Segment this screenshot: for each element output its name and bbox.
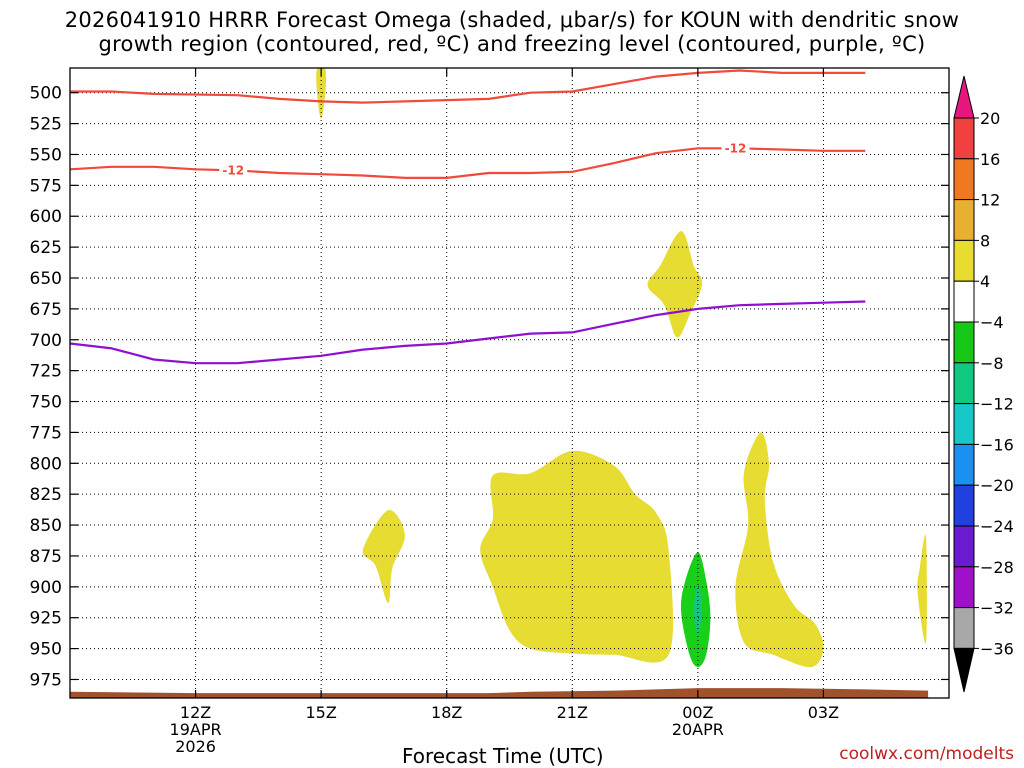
colorbar-label: −20 bbox=[980, 476, 1014, 495]
y-tick-label: 550 bbox=[30, 145, 62, 165]
terrain-fill bbox=[70, 688, 929, 698]
colorbar-segment bbox=[953, 525, 975, 568]
grid-layer bbox=[70, 68, 949, 698]
colorbar-segment bbox=[953, 403, 975, 445]
y-tick-label: 950 bbox=[30, 640, 62, 660]
x-tick-label: 21Z bbox=[557, 703, 588, 722]
colorbar-label: −32 bbox=[980, 599, 1014, 618]
x-tick-year: 2026 bbox=[175, 737, 216, 756]
y-tick-label: 775 bbox=[30, 423, 62, 443]
y-tick-label: 825 bbox=[30, 485, 62, 505]
terrain-layer bbox=[70, 688, 929, 698]
colorbar-segment bbox=[953, 117, 975, 160]
x-axis-label: Forecast Time (UTC) bbox=[402, 744, 604, 768]
colorbar-label: 12 bbox=[980, 191, 1000, 210]
y-tick-label: 875 bbox=[30, 547, 62, 567]
contour-label-bg bbox=[721, 140, 750, 156]
y-tick-label: 800 bbox=[30, 454, 62, 474]
colorbar-segment bbox=[953, 239, 975, 282]
y-tick-label: 975 bbox=[30, 670, 62, 690]
colorbar-segment bbox=[953, 280, 975, 323]
colorbar-label: −4 bbox=[980, 313, 1004, 332]
colorbar-label: −28 bbox=[980, 558, 1014, 577]
x-tick-label: 03Z bbox=[808, 703, 839, 722]
x-tick-label: 12Z bbox=[180, 703, 211, 722]
omega-region bbox=[735, 432, 824, 668]
contour-line bbox=[70, 69, 866, 104]
colorbar-segment bbox=[953, 199, 975, 241]
x-tick-date: 20APR bbox=[672, 720, 724, 739]
y-tick-label: 500 bbox=[30, 84, 62, 104]
plot-frame bbox=[69, 67, 950, 699]
colorbar-label: 8 bbox=[980, 231, 990, 250]
y-tick-label: 525 bbox=[30, 115, 62, 135]
colorbar-label: 20 bbox=[980, 109, 1000, 128]
colorbar-segment bbox=[953, 607, 975, 649]
colorbar: 20 16 12 8 4 −4 −8 −12 −16 −20 −24 −28 −32 −36 bbox=[953, 75, 1014, 693]
x-tick-label: 18Z bbox=[431, 703, 462, 722]
colorbar-label: −36 bbox=[980, 639, 1014, 658]
y-tick-label: 850 bbox=[30, 516, 62, 536]
contour-label: -12 bbox=[721, 140, 750, 156]
contour-label-bg bbox=[219, 162, 248, 178]
colorbar-segment bbox=[953, 158, 975, 201]
colorbar-segment bbox=[953, 321, 975, 364]
colorbar-label: −8 bbox=[980, 354, 1004, 373]
x-tick-label: 00Z bbox=[682, 703, 713, 722]
y-tick-label: 650 bbox=[30, 269, 62, 289]
y-tick-label: 700 bbox=[30, 331, 62, 351]
y-tick-label: 675 bbox=[30, 300, 62, 320]
contour-layer: -12 -12 bbox=[70, 69, 866, 365]
x-tick-date: 19APR bbox=[170, 720, 222, 739]
colorbar-segment bbox=[953, 362, 975, 405]
x-tick-label: 15Z bbox=[305, 703, 336, 722]
colorbar-segment bbox=[953, 484, 975, 527]
contour-label-text: -12 bbox=[222, 164, 244, 178]
colorbar-bottom-arrow bbox=[953, 647, 975, 693]
colorbar-label: −16 bbox=[980, 435, 1014, 454]
credit-link[interactable]: coolwx.com/modelts bbox=[839, 744, 1014, 764]
contour-label: -12 bbox=[219, 162, 248, 178]
colorbar-label: −24 bbox=[980, 517, 1014, 536]
omega-region bbox=[917, 534, 927, 644]
omega-region bbox=[693, 584, 702, 637]
y-tick-label: 725 bbox=[30, 362, 62, 382]
contour-line bbox=[70, 300, 866, 365]
colorbar-label: 16 bbox=[980, 150, 1000, 169]
title-line-2: growth region (contoured, red, ºC) and f… bbox=[98, 32, 926, 56]
omega-region bbox=[362, 509, 405, 603]
colorbar-label: 4 bbox=[980, 272, 990, 291]
y-tick-label: 575 bbox=[30, 176, 62, 196]
y-tick-label: 925 bbox=[30, 609, 62, 629]
colorbar-label: −12 bbox=[980, 395, 1014, 414]
axis-layer: 500 525 550 575 600 625 650 675 700 725 750 775 800 8… bbox=[30, 67, 950, 756]
omega-shading-layer bbox=[316, 68, 927, 668]
colorbar-top-arrow bbox=[953, 75, 975, 119]
y-tick-label: 750 bbox=[30, 393, 62, 413]
y-tick-label: 600 bbox=[30, 207, 62, 227]
omega-region bbox=[316, 68, 327, 119]
colorbar-segment bbox=[953, 443, 975, 486]
colorbar-segment bbox=[953, 566, 975, 609]
chart-title: 2026041910 HRRR Forecast Omega (shaded, … bbox=[0, 8, 1024, 56]
title-line-1: 2026041910 HRRR Forecast Omega (shaded, … bbox=[64, 8, 960, 32]
y-tick-label: 625 bbox=[30, 238, 62, 258]
omega-region bbox=[480, 450, 674, 663]
contour-label-text: -12 bbox=[725, 141, 747, 155]
y-tick-label: 900 bbox=[30, 578, 62, 598]
